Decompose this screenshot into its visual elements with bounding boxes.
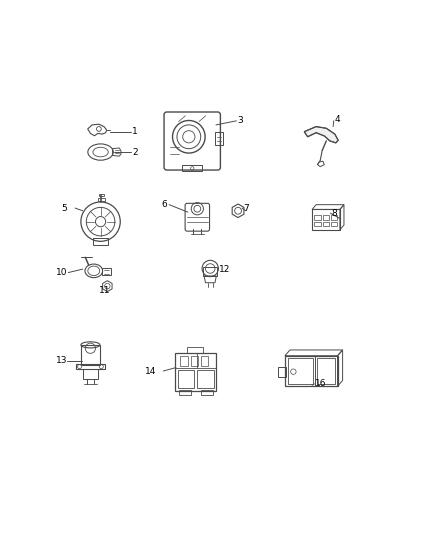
Text: 7: 7: [243, 204, 249, 213]
Bar: [318, 358, 335, 384]
Text: 11: 11: [99, 286, 111, 295]
Bar: [278, 367, 286, 377]
Bar: [178, 370, 194, 388]
Bar: [191, 357, 198, 366]
Bar: [331, 222, 337, 227]
Bar: [76, 364, 105, 369]
Bar: [288, 358, 313, 384]
Bar: [175, 353, 216, 391]
Bar: [180, 357, 188, 366]
Bar: [81, 345, 100, 365]
Bar: [285, 356, 338, 386]
Text: 6: 6: [161, 200, 167, 209]
Bar: [201, 390, 213, 395]
Bar: [314, 215, 321, 220]
Text: 8: 8: [332, 208, 337, 217]
Text: 1: 1: [132, 127, 138, 136]
Bar: [201, 357, 208, 366]
Text: 16: 16: [315, 379, 327, 389]
Bar: [182, 165, 202, 172]
Text: 10: 10: [57, 268, 68, 277]
Text: 3: 3: [237, 116, 243, 125]
Bar: [322, 222, 328, 227]
Bar: [99, 194, 104, 196]
Bar: [322, 215, 328, 220]
Polygon shape: [304, 127, 338, 143]
Text: 14: 14: [145, 367, 156, 376]
Text: 13: 13: [57, 357, 68, 365]
Bar: [314, 222, 321, 227]
Text: 2: 2: [132, 148, 138, 157]
Bar: [98, 198, 105, 200]
Bar: [215, 132, 223, 146]
Bar: [179, 390, 191, 395]
Text: 4: 4: [335, 115, 340, 124]
Text: 5: 5: [61, 204, 67, 213]
Bar: [312, 209, 340, 230]
Text: 12: 12: [219, 265, 230, 273]
Bar: [203, 268, 217, 276]
Bar: [197, 370, 214, 388]
Bar: [102, 268, 111, 275]
Bar: [187, 347, 203, 353]
Bar: [331, 215, 337, 220]
Bar: [83, 369, 98, 379]
